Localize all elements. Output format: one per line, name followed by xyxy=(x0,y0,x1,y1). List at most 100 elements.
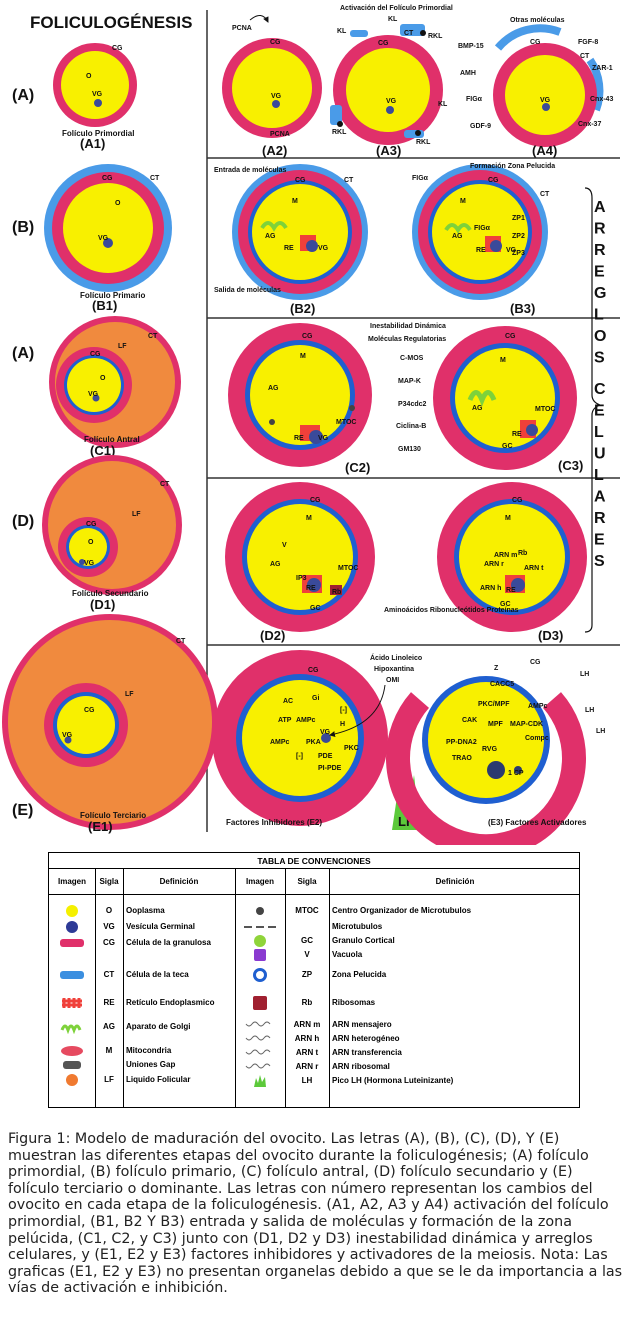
svg-text:P34cdc2: P34cdc2 xyxy=(398,401,427,408)
table-row: Uniones Gap xyxy=(49,1058,579,1072)
svg-text:ARN t: ARN t xyxy=(524,565,544,572)
svg-text:AG: AG xyxy=(268,385,279,392)
table-row: AG Aparato de Golgi xyxy=(49,1020,579,1034)
svg-text:[-]: [-] xyxy=(340,707,347,714)
blue-cell-icon xyxy=(60,971,84,979)
svg-text:GC: GC xyxy=(502,443,513,450)
svg-text:MTOC: MTOC xyxy=(535,406,555,413)
svg-text:Folículo Terciario: Folículo Terciario xyxy=(80,811,146,820)
panel-c2: CG M AG MTOC RE VG (C2) xyxy=(228,323,372,475)
svg-text:CG: CG xyxy=(310,497,321,504)
header-sigla: Sigla xyxy=(297,877,317,886)
svg-text:CT: CT xyxy=(540,191,550,198)
wave-icon xyxy=(245,1063,271,1069)
row-definition: Centro Organizador de Microtubulos xyxy=(332,906,472,915)
svg-text:V: V xyxy=(282,542,287,549)
svg-text:ARN r: ARN r xyxy=(484,561,504,568)
follicle-d1: CT LF CG O VG Folículo Secundario(D1) xyxy=(42,455,182,612)
table-row: Microtubulos xyxy=(49,920,579,934)
svg-text:Salida de moléculas: Salida de moléculas xyxy=(214,287,281,294)
svg-text:RE: RE xyxy=(294,435,304,442)
svg-text:(A1): (A1) xyxy=(80,136,105,151)
svg-text:CG: CG xyxy=(112,45,123,52)
svg-text:O: O xyxy=(115,200,121,207)
svg-text:RKL: RKL xyxy=(332,129,347,136)
row-definition: Célula de la granulosa xyxy=(126,938,211,947)
svg-text:(A4): (A4) xyxy=(532,143,557,158)
row-definition: Ooplasma xyxy=(126,906,165,915)
svg-text:KL: KL xyxy=(388,16,398,23)
yellow-circle-icon xyxy=(66,905,78,917)
row-sigla: M xyxy=(105,1046,113,1055)
svg-text:(D3): (D3) xyxy=(538,628,563,643)
svg-text:RVG: RVG xyxy=(482,746,498,753)
svg-text:M: M xyxy=(306,515,312,522)
svg-text:PKC/MPF: PKC/MPF xyxy=(478,701,510,708)
svg-text:Folículo Antral: Folículo Antral xyxy=(84,435,140,444)
dark-dot-icon xyxy=(256,907,264,915)
table-row: ARN t ARN transferencia xyxy=(49,1046,579,1060)
orange-circle-icon xyxy=(66,1074,78,1086)
svg-text:VG: VG xyxy=(84,560,95,567)
svg-text:CG: CG xyxy=(488,177,499,184)
svg-text:AMPc: AMPc xyxy=(296,717,316,724)
table-row: GC Granulo Cortical xyxy=(49,934,579,948)
table-row: RE Retículo Endoplasmico xyxy=(49,996,579,1010)
row-sigla: RE xyxy=(103,998,115,1007)
svg-text:M: M xyxy=(505,515,511,522)
svg-text:CG: CG xyxy=(308,667,319,674)
svg-text:RE: RE xyxy=(284,245,294,252)
svg-text:VG: VG xyxy=(506,247,517,254)
table-row: LF Liquido Folicular xyxy=(49,1073,579,1087)
svg-text:CG: CG xyxy=(512,497,523,504)
header-image: Imagen xyxy=(57,877,86,886)
svg-text:AMPc: AMPc xyxy=(270,739,290,746)
svg-text:Otras moléculas: Otras moléculas xyxy=(510,17,565,24)
stage-label-c: (A) xyxy=(12,345,34,362)
svg-text:AG: AG xyxy=(472,405,483,412)
stage-label-a: (A) xyxy=(12,87,34,104)
header-sigla: Sigla xyxy=(99,877,119,886)
svg-text:Inestabilidad Dinámica: Inestabilidad Dinámica xyxy=(370,323,446,330)
conventions-table: TABLA DE CONVENCIONES Imagen Sigla Defin… xyxy=(48,852,580,1108)
row-sigla: MTOC xyxy=(295,906,319,915)
stage-label-b: (B) xyxy=(12,219,34,236)
svg-text:Folículo Primordial: Folículo Primordial xyxy=(62,129,134,138)
svg-text:CT: CT xyxy=(404,30,414,37)
panel-b3: Formación Zona Pelucida FIGα FIGα CG CT M A… xyxy=(412,163,555,316)
follicle-c1: CT LF CG O VG Folículo Antral(C1) xyxy=(49,316,181,458)
table-row: CG Célula de la granulosa xyxy=(49,936,579,950)
svg-text:(E1): (E1) xyxy=(88,819,113,834)
row-definition: Célula de la teca xyxy=(126,970,189,979)
svg-text:LH: LH xyxy=(585,707,594,714)
folliculogenesis-diagram: FOLICULOGÉNESIS CG O VG Folículo Primordia… xyxy=(2,5,620,845)
row-definition: Granulo Cortical xyxy=(332,936,395,945)
row-sigla: Rb xyxy=(301,998,313,1007)
svg-text:(E3) Factores Activadores: (E3) Factores Activadores xyxy=(488,818,587,827)
row-sigla: ZP xyxy=(301,970,313,979)
panel-d2: CG M AG MTOC IP3 RE Rb GC V (D2) xyxy=(225,482,375,643)
svg-text:MAP-K: MAP-K xyxy=(398,378,421,385)
follicle-b1: CG CT O VG Folículo Primario(B1) xyxy=(44,164,172,313)
green-circle-icon xyxy=(254,935,266,947)
svg-text:M: M xyxy=(500,357,506,364)
red-cluster-icon xyxy=(253,996,267,1010)
row-sigla: ARN t xyxy=(295,1048,319,1057)
wave-icon xyxy=(245,1049,271,1055)
svg-text:IP3: IP3 xyxy=(296,575,307,582)
red-reticulum-icon xyxy=(62,998,82,1008)
svg-text:PKA: PKA xyxy=(306,739,321,746)
svg-text:(C1): (C1) xyxy=(90,443,115,458)
svg-text:RE: RE xyxy=(506,587,516,594)
svg-text:CG: CG xyxy=(270,39,281,46)
svg-text:PP-DNA2: PP-DNA2 xyxy=(446,739,477,746)
svg-text:VG: VG xyxy=(318,245,329,252)
svg-text:Entrada de moléculas: Entrada de moléculas xyxy=(214,167,286,174)
svg-text:Ciclina-B: Ciclina-B xyxy=(396,423,426,430)
svg-text:CT: CT xyxy=(344,177,354,184)
table-row: M Mitocondria xyxy=(49,1044,579,1058)
svg-text:MTOC: MTOC xyxy=(336,419,356,426)
svg-text:ZP2: ZP2 xyxy=(512,233,525,240)
row-definition: Pico LH (Hormona Luteinizante) xyxy=(332,1076,454,1085)
